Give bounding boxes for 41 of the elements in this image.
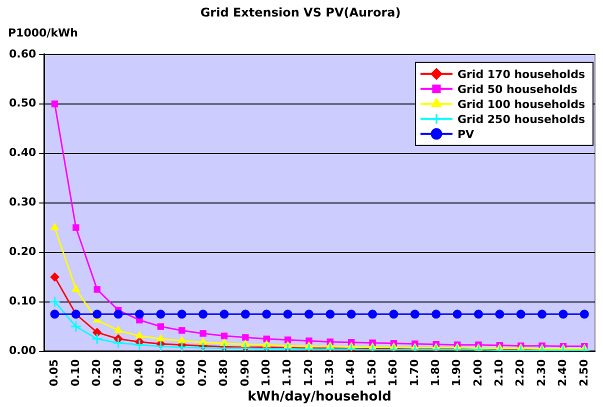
legend-label: PV [457,128,475,141]
x-tick-label: 0.60 [174,358,188,386]
legend-label: Grid 170 households [457,68,586,81]
x-tick-label: 0.90 [238,358,252,386]
x-tick-label: 1.10 [280,358,294,386]
y-tick-label: 0.00 [9,344,36,358]
x-tick-label: 2.00 [471,358,484,386]
x-tick-label: 1.20 [302,358,315,386]
y-axis-title: P1000/kWh [8,26,78,40]
x-tick-label: 1.80 [428,358,442,386]
y-tick-label: 0.40 [9,146,36,160]
y-tick-label: 0.10 [9,294,36,308]
x-tick-label: 2.30 [534,358,548,386]
legend-label: Grid 250 households [457,112,586,126]
x-tick-label: 0.80 [217,358,230,386]
legend-label: Grid 100 households [457,98,586,111]
y-tick-label: 0.30 [9,196,36,209]
x-tick-label: 0.20 [90,358,103,386]
x-tick-label: 1.60 [386,358,400,386]
x-tick-label: 0.30 [111,358,124,386]
x-tick-label: 1.40 [344,358,358,386]
x-tick-label: 2.20 [514,358,527,386]
x-tick-label: 1.70 [408,358,421,386]
y-tick-label: 0.50 [9,96,36,110]
x-axis-title: kWh/day/household [248,390,392,405]
x-tick-label: 0.05 [48,359,61,386]
x-tick-label: 2.10 [492,358,506,386]
y-tick-label: 0.20 [9,245,36,258]
x-tick-label: 1.50 [365,358,378,386]
x-tick-label: 2.50 [577,358,590,386]
x-tick-label: 0.50 [154,358,167,386]
x-tick-label: 1.00 [259,358,272,386]
x-tick-label: 0.70 [196,358,209,386]
legend-label: Grid 50 households [457,82,578,96]
x-tick-label: 0.10 [68,358,82,386]
y-tick-label: 0.60 [9,47,36,60]
x-tick-label: 0.40 [132,358,146,386]
x-tick-label: 1.30 [323,358,336,386]
x-tick-label: 2.40 [556,358,570,386]
x-tick-label: 1.90 [450,358,464,386]
chart-title: Grid Extension VS PV(Aurora) [200,5,401,20]
